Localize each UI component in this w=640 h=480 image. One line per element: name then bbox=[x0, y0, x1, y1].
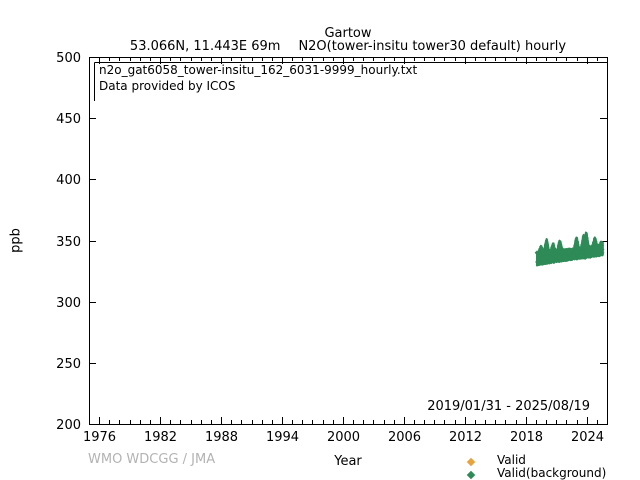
y-tick-label: 200 bbox=[56, 418, 81, 433]
y-tick-label: 500 bbox=[56, 51, 81, 66]
data-provider-label: Data provided by ICOS bbox=[99, 79, 236, 93]
data-point-diamond bbox=[571, 254, 577, 260]
legend-valid-label: Valid bbox=[497, 453, 526, 467]
y-tick-label: 450 bbox=[56, 112, 81, 127]
x-tick-label: 2018 bbox=[510, 430, 543, 445]
data-file-label: n2o_gat6058_tower-insitu_162_6031-9999_h… bbox=[99, 63, 418, 77]
chart-subtitle: 53.066N, 11.443E 69m N2O(tower-insitu tow… bbox=[89, 39, 607, 54]
data-point-diamond bbox=[587, 253, 593, 258]
x-tick-label: 1988 bbox=[205, 430, 238, 445]
x-tick-label: 1976 bbox=[83, 430, 116, 445]
data-point-diamond bbox=[553, 258, 559, 263]
y-axis-label: ppb bbox=[8, 228, 24, 253]
parameter-label: N2O(tower-insitu tower30 default) hourly bbox=[298, 39, 567, 54]
station-coordinates: 53.066N, 11.443E 69m bbox=[129, 39, 281, 54]
x-tick-label: 2000 bbox=[327, 430, 360, 445]
y-tick-label: 400 bbox=[56, 173, 81, 188]
data-point-diamond bbox=[559, 255, 565, 261]
legend-item-valid-background: Valid(background) bbox=[466, 466, 606, 480]
x-tick-label: 1982 bbox=[144, 430, 177, 445]
chart-title: Gartow bbox=[324, 26, 372, 41]
data-point-diamond bbox=[549, 256, 554, 262]
x-axis-label: Year bbox=[334, 454, 362, 469]
data-point-diamond bbox=[567, 256, 573, 261]
legend-valid-background-label: Valid(background) bbox=[497, 466, 607, 480]
x-tick-label: 2012 bbox=[449, 430, 482, 445]
wdcgg-credit: WMO WDCGG / JMA bbox=[88, 452, 216, 467]
x-tick-label: 2006 bbox=[388, 430, 421, 445]
data-period-label: 2019/01/31 - 2025/08/19 bbox=[427, 399, 590, 414]
legend-item-valid: Valid bbox=[466, 453, 526, 469]
data-point-diamond bbox=[539, 252, 544, 258]
valid-background-diamond-icon bbox=[466, 470, 476, 480]
plot-border bbox=[89, 57, 608, 425]
x-tick-label: 2024 bbox=[571, 430, 604, 445]
data-point-diamond bbox=[535, 259, 540, 265]
data-point-diamond bbox=[564, 256, 569, 262]
y-tick-label: 300 bbox=[56, 296, 81, 311]
valid-diamond-icon bbox=[466, 457, 476, 467]
y-tick-label: 250 bbox=[56, 357, 81, 372]
data-point-diamond bbox=[541, 255, 546, 261]
data-point-diamond bbox=[540, 261, 546, 266]
x-tick-label: 1994 bbox=[266, 430, 299, 445]
y-tick-label: 350 bbox=[56, 235, 81, 250]
